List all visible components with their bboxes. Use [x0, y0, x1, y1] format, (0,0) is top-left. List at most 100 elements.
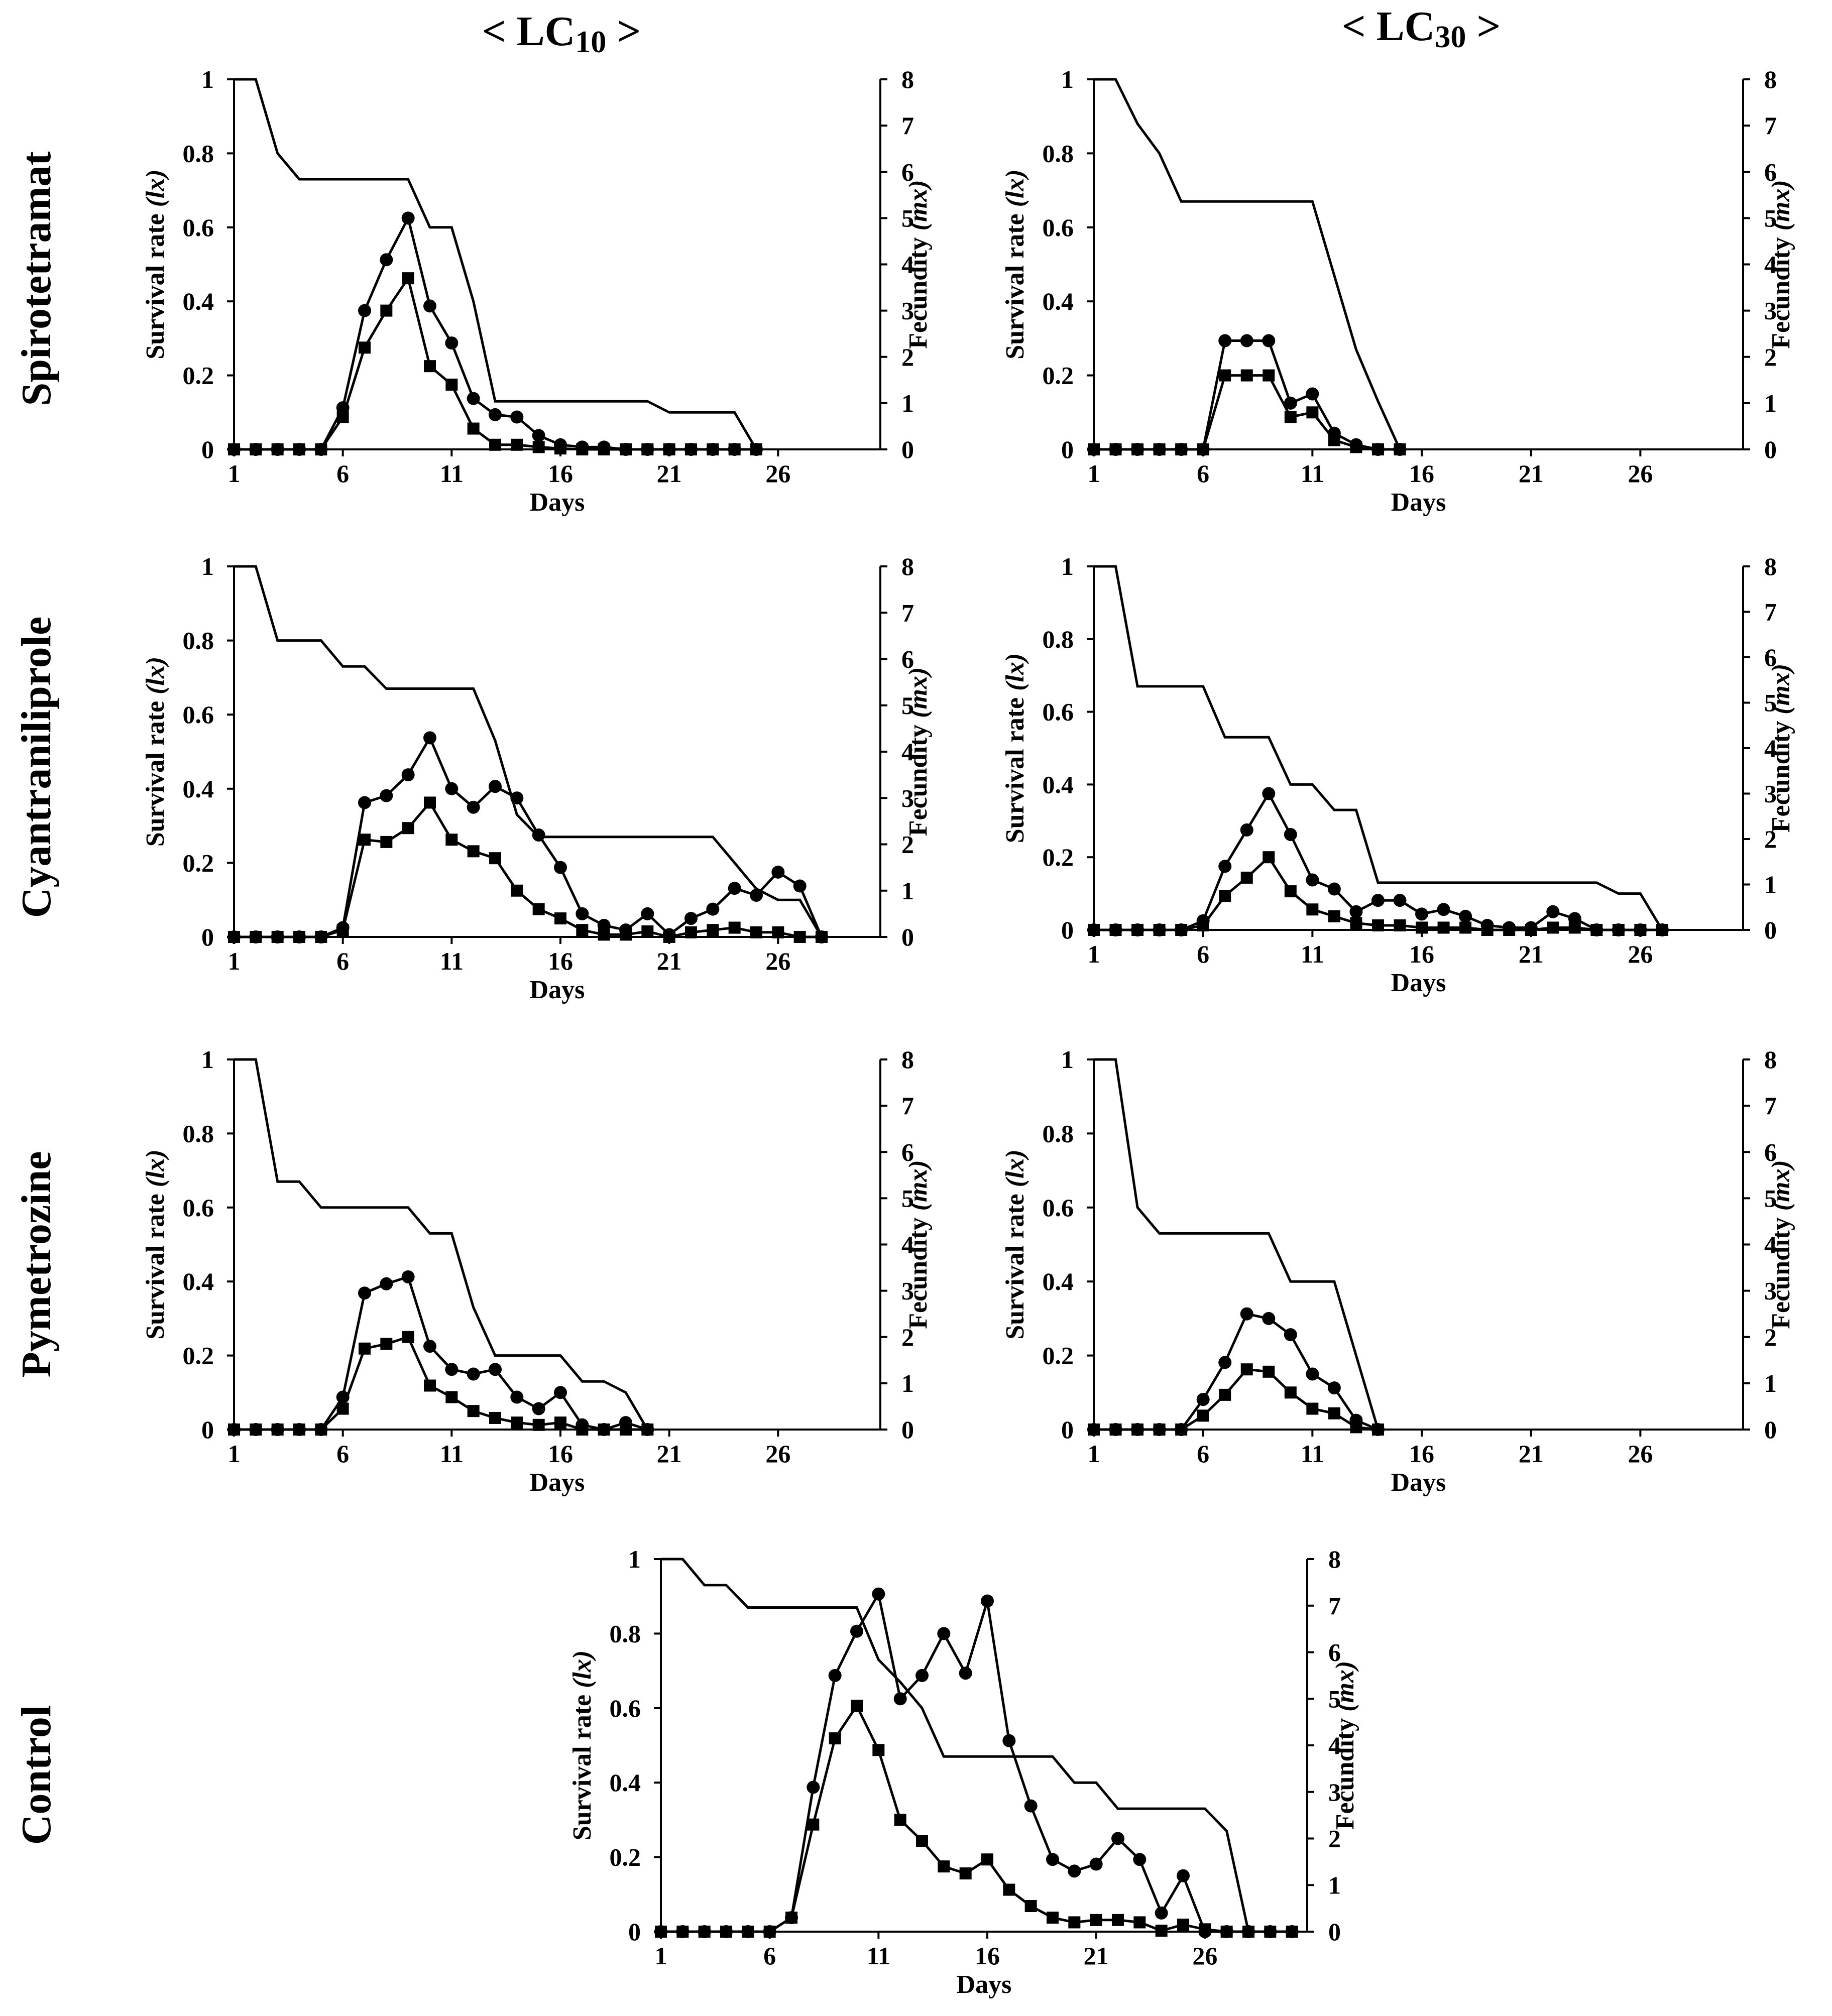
- net-fecundity-point: [807, 1818, 820, 1831]
- survival-line: [234, 565, 823, 938]
- fecundity-point: [1196, 1393, 1210, 1406]
- fecundity-point: [1024, 1799, 1038, 1813]
- x-tick-label: 1: [1088, 459, 1100, 488]
- fecundity-point: [959, 1667, 972, 1680]
- y-tick-label: 0.2: [183, 1342, 214, 1370]
- y2-axis-title: Fecundity (mx): [1767, 180, 1795, 349]
- x-tick-label: 26: [1628, 1440, 1653, 1468]
- net-fecundity-point: [1131, 1424, 1144, 1436]
- fecundity-point: [728, 882, 741, 895]
- y2-tick-label: 1: [1764, 389, 1777, 417]
- y2-tick-label: 7: [1764, 598, 1777, 626]
- net-fecundity-point: [1219, 890, 1231, 902]
- fecundity-point: [380, 1277, 393, 1290]
- net-fecundity-point: [1240, 369, 1253, 382]
- y2-tick-label: 2: [1764, 343, 1777, 371]
- y2-tick-label: 8: [901, 552, 914, 580]
- net-fecundity-point: [359, 1342, 371, 1355]
- net-fecundity-point: [1220, 1926, 1233, 1938]
- x-tick-label: 11: [1301, 459, 1324, 488]
- net-fecundity-point: [576, 1424, 589, 1436]
- net-fecundity-point: [250, 931, 262, 943]
- fecundity-point: [467, 392, 480, 405]
- y-tick-label: 0.8: [1043, 625, 1074, 653]
- y2-tick-label: 4: [901, 1231, 914, 1259]
- y2-tick-label: 8: [1764, 552, 1777, 580]
- net-fecundity-point: [1306, 1402, 1319, 1415]
- y2-tick-label: 3: [901, 1277, 914, 1305]
- fecundity-point: [750, 888, 763, 902]
- net-fecundity-point: [1286, 1926, 1298, 1938]
- y-tick-label: 0.4: [1043, 1267, 1074, 1295]
- y2-tick-label: 7: [1764, 1092, 1777, 1120]
- fecundity-point: [510, 410, 524, 424]
- fecundity-point: [1218, 860, 1232, 873]
- net-fecundity-point: [728, 443, 741, 455]
- fecundity-point: [1306, 1367, 1319, 1381]
- net-fecundity-point: [720, 1926, 732, 1938]
- net-fecundity-line: [234, 275, 756, 451]
- fecundity-point: [1240, 823, 1253, 837]
- y-tick-label: 0.2: [1043, 1342, 1074, 1370]
- net-fecundity-point: [620, 928, 632, 941]
- y2-tick-label: 6: [1328, 1638, 1341, 1667]
- fecundity-point: [423, 299, 436, 313]
- y-tick-label: 0.6: [1043, 698, 1074, 726]
- fecundity-point: [1262, 334, 1276, 347]
- fecundity-point: [915, 1669, 929, 1682]
- y2-tick-label: 4: [1328, 1731, 1341, 1759]
- fecundity-point: [850, 1624, 863, 1638]
- fecundity-point: [1459, 909, 1472, 923]
- y2-tick-label: 5: [901, 691, 914, 720]
- net-fecundity-point: [1525, 924, 1537, 936]
- fecundity-point: [872, 1587, 885, 1601]
- net-fecundity-point: [293, 931, 305, 943]
- fecundity-point: [401, 1270, 415, 1283]
- net-fecundity-point: [554, 1416, 566, 1429]
- y2-tick-label: 6: [1764, 643, 1777, 671]
- column-title-lc30: < LC30 >: [1342, 3, 1501, 54]
- net-fecundity-point: [1112, 1914, 1124, 1926]
- net-fecundity-point: [707, 924, 719, 936]
- net-fecundity-point: [829, 1732, 841, 1745]
- y2-tick-label: 8: [1328, 1545, 1341, 1573]
- row-label-control: Control: [13, 1705, 60, 1845]
- fecundity-point: [576, 907, 589, 920]
- y-tick-label: 1: [201, 65, 214, 93]
- y2-tick-label: 2: [1328, 1825, 1341, 1853]
- net-fecundity-point: [1459, 921, 1472, 934]
- net-fecundity-point: [402, 1331, 414, 1343]
- net-fecundity-point: [750, 926, 762, 938]
- x-tick-label: 16: [1409, 940, 1434, 968]
- net-fecundity-point: [894, 1814, 906, 1826]
- net-fecundity-point: [1219, 369, 1231, 382]
- net-fecundity-point: [1634, 924, 1647, 936]
- fecundity-point: [1177, 1869, 1190, 1882]
- x-tick-label: 21: [1519, 459, 1544, 488]
- net-fecundity-point: [598, 443, 610, 455]
- net-fecundity-point: [1199, 1923, 1211, 1936]
- net-fecundity-point: [872, 1744, 885, 1756]
- y2-tick-label: 0: [1764, 916, 1777, 944]
- net-fecundity-point: [763, 1926, 776, 1938]
- net-fecundity-point: [750, 443, 762, 455]
- fecundity-point: [1306, 873, 1319, 887]
- x-tick-label: 26: [765, 1440, 790, 1468]
- y-tick-label: 0: [201, 435, 214, 463]
- fecundity-point: [1415, 907, 1429, 921]
- y-tick-label: 1: [628, 1545, 641, 1573]
- x-tick-label: 21: [1084, 1942, 1109, 1970]
- x-axis-title: Days: [530, 1468, 585, 1497]
- y2-axis-title: Fecundity (mx): [904, 180, 933, 349]
- column-title-lc10: < LC10 >: [482, 8, 641, 59]
- fecundity-point: [489, 780, 502, 793]
- net-fecundity-point: [576, 443, 589, 455]
- y2-tick-label: 3: [1328, 1778, 1341, 1806]
- net-fecundity-point: [1177, 1919, 1189, 1931]
- net-fecundity-point: [554, 442, 566, 455]
- net-fecundity-point: [1240, 1363, 1253, 1376]
- net-fecundity-point: [685, 926, 697, 938]
- x-tick-label: 16: [548, 1440, 573, 1468]
